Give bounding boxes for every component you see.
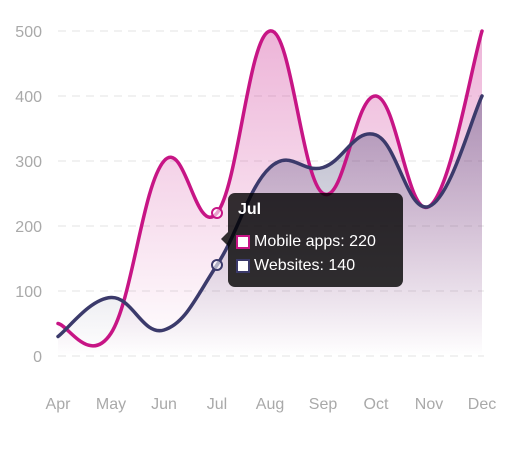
mobile-apps-active-point[interactable]: [211, 207, 223, 219]
mobile-apps-swatch: [236, 235, 250, 249]
x-tick-label: May: [96, 396, 126, 413]
y-tick-label: 400: [15, 89, 42, 106]
tooltip-mobile-text: Mobile apps: 220: [254, 233, 376, 250]
y-tick-label: 100: [15, 284, 42, 301]
y-tick-label: 0: [33, 349, 42, 366]
tooltip-title: Jul: [238, 201, 262, 218]
tooltip-websites-text: Websites: 140: [254, 257, 356, 274]
websites-line: [56, 94, 484, 339]
y-tick-label: 500: [15, 24, 42, 41]
mobile-apps-line: [56, 29, 484, 348]
x-tick-label: Dec: [468, 396, 496, 413]
tooltip-row-mobile: Mobile apps: 220: [236, 231, 376, 253]
x-tick-label: Sep: [309, 396, 338, 413]
tooltip-row-websites: Websites: 140: [236, 255, 355, 277]
tooltip: Jul Mobile apps: 220 Websites: 140: [228, 193, 403, 287]
x-tick-label: Aug: [256, 396, 284, 413]
active-points: [211, 207, 223, 271]
tooltip-caret: [221, 232, 228, 246]
y-axis-ticks: 0 100 200 300 400 500: [15, 24, 42, 366]
x-tick-label: Jun: [151, 396, 177, 413]
x-tick-label: Nov: [415, 396, 443, 413]
websites-swatch: [236, 259, 250, 273]
series-lines: [56, 29, 484, 348]
websites-active-point[interactable]: [211, 259, 223, 271]
x-tick-label: Oct: [364, 396, 389, 413]
y-tick-label: 300: [15, 154, 42, 171]
y-tick-label: 200: [15, 219, 42, 236]
x-tick-label: Apr: [46, 396, 72, 413]
x-tick-label: Jul: [207, 396, 227, 413]
x-axis-ticks: Apr May Jun Jul Aug Sep Oct Nov Dec: [46, 396, 497, 413]
